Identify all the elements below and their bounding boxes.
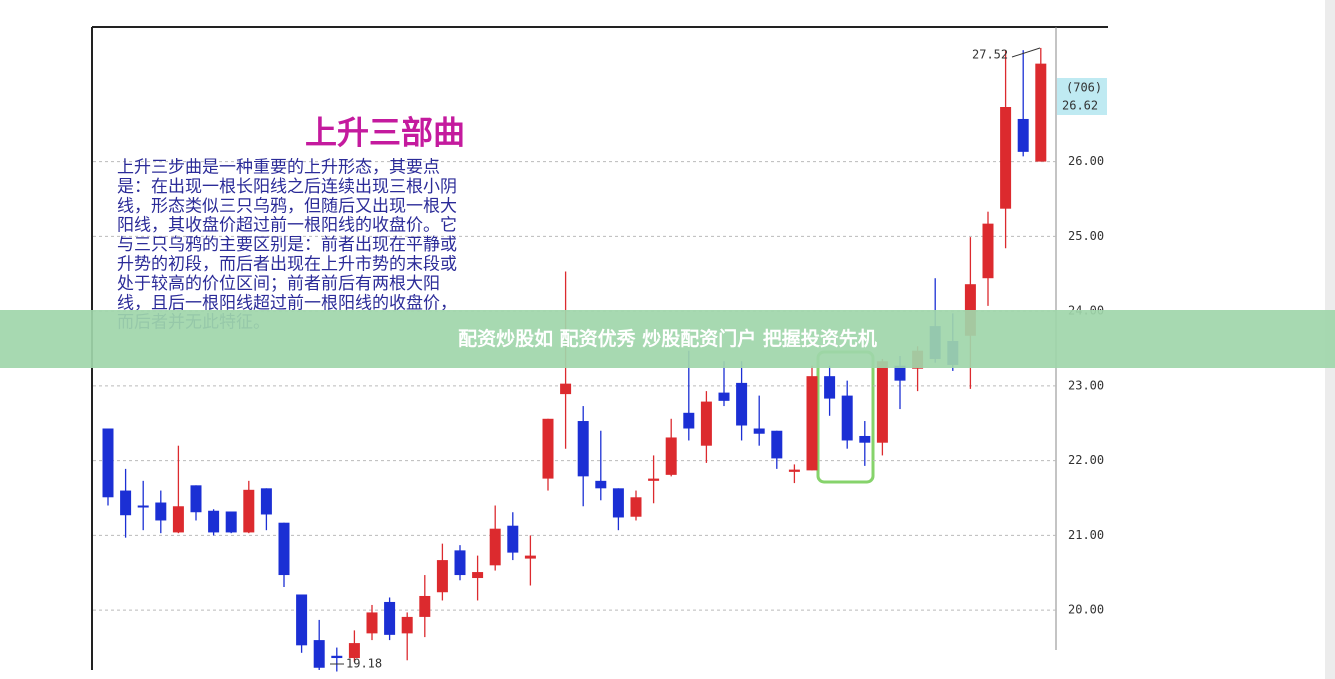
candle-body <box>753 428 765 434</box>
chart-title: 上升三部曲 <box>305 114 465 152</box>
candle-body <box>806 376 818 471</box>
description-line: 阳线，其收盘价超过前一根阳线的收盘价。它 <box>117 216 457 236</box>
candle-body <box>436 560 448 593</box>
price-box-value: 26.62 <box>1062 99 1098 113</box>
y-tick-label: 21.00 <box>1068 528 1104 542</box>
description-line: 线，形态类似三只乌鸦，但随后又出现一根大 <box>117 196 457 216</box>
candle-body <box>401 616 413 634</box>
candle-body <box>296 594 308 646</box>
candle-body <box>894 365 906 381</box>
candle-body <box>665 437 677 475</box>
candle-body <box>630 497 642 517</box>
description-line: 升势的初段，而后者出现在上升市势的末段或 <box>117 255 457 275</box>
candle-body <box>1000 107 1012 209</box>
candle-body <box>454 550 466 576</box>
candle-body <box>612 488 624 518</box>
candle-body <box>700 401 712 446</box>
candle-body <box>348 643 360 659</box>
candle-body <box>876 361 888 443</box>
description-line: 处于较高的价位区间；前者前后有两根大阳 <box>117 274 440 294</box>
y-tick-label: 26.00 <box>1068 154 1104 168</box>
candle-body <box>190 485 202 513</box>
candle-body <box>278 522 290 576</box>
candle-body <box>208 510 220 533</box>
description-line: 上升三步曲是一种重要的上升形态，其要点 <box>117 158 440 178</box>
y-tick-label: 23.00 <box>1068 378 1104 392</box>
candle-body <box>859 435 871 443</box>
candle-body <box>384 601 396 635</box>
candle-body <box>524 555 536 559</box>
candle-body <box>507 525 519 553</box>
price-box-label: (706) <box>1066 81 1102 95</box>
candle-body <box>982 223 994 279</box>
candle-body <box>366 612 378 634</box>
candle-body <box>102 428 114 498</box>
candle-body <box>683 412 695 429</box>
candle-body <box>472 572 484 579</box>
candle-body <box>736 382 748 426</box>
y-tick-label: 25.00 <box>1068 229 1104 243</box>
candle-body <box>824 376 836 399</box>
candle-body <box>225 511 237 533</box>
candle-body <box>120 490 132 516</box>
candle-body <box>172 506 184 533</box>
description-line: 是：在出现一根长阳线之后连续出现三根小阴 <box>117 177 457 197</box>
candle-body <box>155 502 167 521</box>
candle-body <box>1035 63 1047 162</box>
candle-body <box>137 505 149 508</box>
low-label: 19.18 <box>346 657 382 671</box>
banner: 配资炒股如 配资优秀 炒股配资门户 把握投资先机 <box>0 310 1335 368</box>
candle-body <box>331 655 343 659</box>
candle-body <box>313 640 325 668</box>
candle-body <box>771 430 783 459</box>
candle-body <box>419 595 431 617</box>
candle-body <box>595 480 607 489</box>
candle-body <box>243 489 255 533</box>
candle-body <box>964 284 976 336</box>
candle-body <box>489 528 501 566</box>
candle-body <box>542 418 554 479</box>
price-box <box>1057 78 1107 115</box>
y-tick-label: 22.00 <box>1068 453 1104 467</box>
candle-body <box>577 421 589 477</box>
description-line: 线，且后一根阳线超过前一根阳线的收盘价， <box>117 293 457 313</box>
candle-body <box>648 478 660 481</box>
candle-body <box>1017 118 1029 152</box>
high-label: 27.52 <box>972 48 1008 62</box>
candle-body <box>718 392 730 401</box>
y-tick-label: 20.00 <box>1068 603 1104 617</box>
high-pointer <box>1011 47 1041 58</box>
candle-body <box>560 383 572 395</box>
candle-body <box>841 395 853 441</box>
candle-body <box>788 469 800 472</box>
description-line: 与三只乌鸦的主要区别是：前者出现在平静或 <box>117 235 457 255</box>
candle-body <box>260 488 272 515</box>
